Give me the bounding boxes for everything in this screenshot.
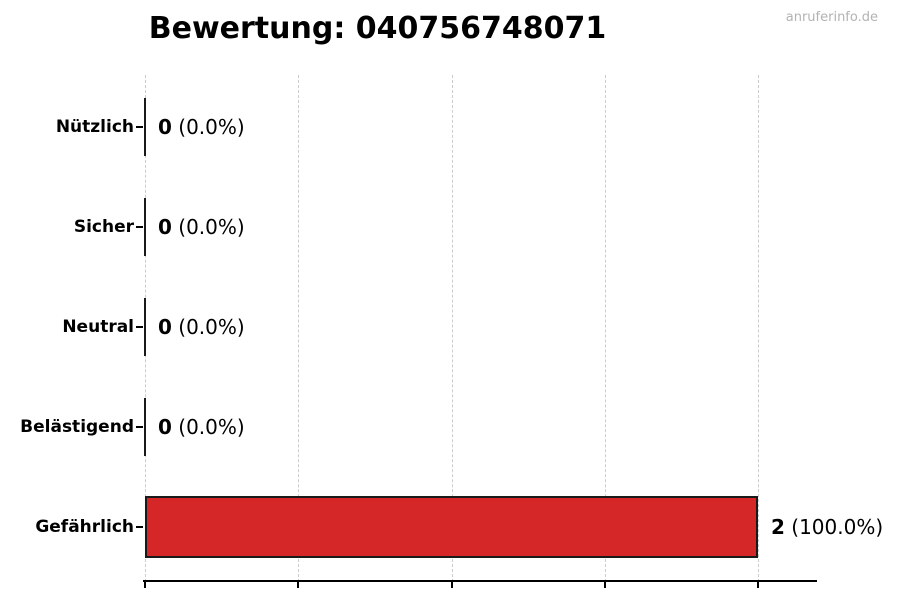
- value-percentage: (0.0%): [171, 215, 245, 239]
- x-tick-0.5: [297, 582, 300, 588]
- x-axis-line: [143, 580, 817, 582]
- x-tick-2: [757, 582, 759, 588]
- bar-gefährlich: [145, 496, 758, 558]
- value-percentage: (0.0%): [171, 415, 245, 439]
- value-label-sicher: 0 (0.0%): [158, 213, 245, 241]
- y-tick-belästigend: [136, 426, 143, 428]
- y-tick-nützlich: [136, 126, 143, 128]
- value-count: 0: [158, 215, 172, 239]
- gridline-x-0.5: [298, 75, 300, 582]
- bar-belästigend: [144, 398, 146, 456]
- category-label-belästigend: Belästigend: [20, 417, 134, 437]
- y-tick-sicher: [136, 226, 143, 228]
- bar-sicher: [144, 198, 146, 256]
- bar-neutral: [144, 298, 146, 356]
- value-label-nützlich: 0 (0.0%): [158, 113, 245, 141]
- x-tick-1: [450, 582, 453, 588]
- value-count: 0: [158, 115, 172, 139]
- value-percentage: (0.0%): [171, 315, 245, 339]
- chart-title: Bewertung: 040756748071: [148, 11, 607, 46]
- gridline-x-2: [758, 75, 759, 582]
- value-count: 0: [158, 415, 172, 439]
- value-label-belästigend: 0 (0.0%): [158, 413, 245, 441]
- category-label-nützlich: Nützlich: [55, 117, 134, 137]
- y-tick-neutral: [136, 326, 143, 328]
- value-count: 2: [771, 515, 785, 539]
- gridline-x-1.5: [604, 75, 606, 582]
- gridline-x-1: [451, 75, 453, 582]
- x-tick-0: [144, 582, 146, 588]
- value-percentage: (100.0%): [784, 515, 884, 539]
- bar-nützlich: [144, 98, 146, 156]
- category-label-sicher: Sicher: [73, 217, 134, 237]
- value-label-neutral: 0 (0.0%): [158, 313, 245, 341]
- value-percentage: (0.0%): [171, 115, 245, 139]
- category-label-gefährlich: Gefährlich: [35, 517, 134, 537]
- value-count: 0: [158, 315, 172, 339]
- watermark: anruferinfo.de: [785, 10, 878, 25]
- category-label-neutral: Neutral: [62, 317, 134, 337]
- x-tick-1.5: [603, 582, 606, 588]
- y-tick-gefährlich: [136, 526, 143, 528]
- value-label-gefährlich: 2 (100.0%): [771, 513, 883, 541]
